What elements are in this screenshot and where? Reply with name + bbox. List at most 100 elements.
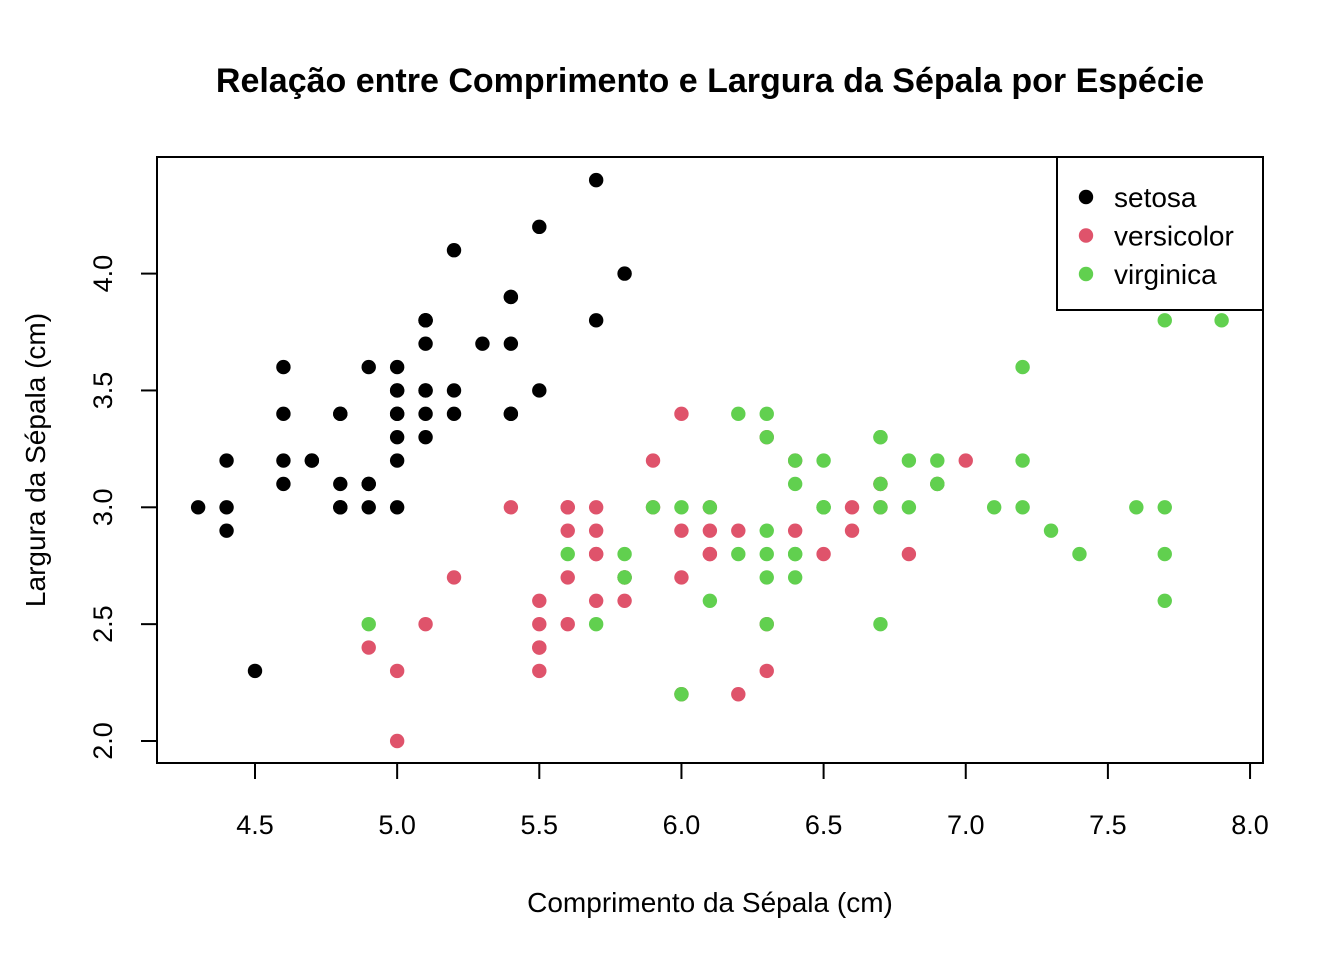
point-virginica (1015, 500, 1030, 515)
point-setosa (418, 313, 433, 328)
point-versicolor (844, 500, 860, 515)
point-virginica (560, 546, 575, 562)
point-versicolor (418, 616, 433, 632)
point-versicolor (674, 406, 689, 422)
point-virginica (1157, 546, 1172, 562)
point-setosa (617, 266, 632, 281)
point-virginica (816, 500, 831, 515)
point-versicolor (759, 663, 774, 679)
point-versicolor (361, 640, 376, 655)
point-setosa (418, 429, 433, 445)
point-versicolor (588, 546, 604, 562)
point-versicolor (389, 663, 405, 679)
point-setosa (276, 476, 291, 492)
legend: setosa versicolor virginica (1056, 156, 1264, 311)
point-virginica (645, 500, 661, 515)
x-tick-label: 7.5 (1089, 810, 1127, 840)
point-versicolor (532, 640, 547, 655)
point-virginica (901, 453, 917, 468)
point-versicolor (901, 546, 917, 562)
point-virginica (702, 593, 718, 608)
point-setosa (276, 359, 291, 375)
point-versicolor (532, 616, 547, 632)
point-setosa (446, 243, 462, 258)
x-tick-label: 5.0 (378, 810, 416, 840)
point-versicolor (702, 523, 718, 538)
x-tick-label: 5.5 (521, 810, 559, 840)
point-setosa (361, 500, 376, 515)
point-versicolor (588, 523, 604, 538)
point-setosa (532, 383, 547, 398)
point-versicolor (958, 453, 973, 468)
legend-label-setosa: setosa (1114, 182, 1197, 213)
point-versicolor (532, 593, 547, 608)
point-setosa (418, 383, 433, 398)
point-virginica (731, 546, 746, 562)
point-virginica (901, 500, 917, 515)
point-setosa (588, 172, 604, 188)
point-setosa (588, 313, 604, 328)
point-virginica (873, 616, 888, 632)
point-versicolor (560, 616, 575, 632)
point-versicolor (787, 523, 803, 538)
point-virginica (674, 687, 689, 702)
point-setosa (304, 453, 320, 468)
x-tick-label: 6.5 (805, 810, 843, 840)
point-virginica (930, 476, 945, 492)
point-setosa (361, 476, 376, 492)
point-virginica (787, 570, 803, 585)
point-setosa (503, 406, 519, 422)
point-setosa (190, 500, 206, 515)
legend-marker-virginica (1078, 266, 1094, 282)
point-setosa (333, 476, 348, 492)
y-tick-label: 2.5 (88, 605, 118, 643)
point-versicolor (588, 500, 604, 515)
chart-title: Relação entre Comprimento e Largura da S… (216, 62, 1204, 100)
point-setosa (389, 406, 405, 422)
point-setosa (333, 406, 348, 422)
point-versicolor (560, 570, 575, 585)
point-virginica (674, 500, 689, 515)
point-virginica (873, 476, 888, 492)
point-virginica (1157, 313, 1172, 328)
point-virginica (787, 476, 803, 492)
point-virginica (787, 453, 803, 468)
point-virginica (787, 546, 803, 562)
x-tick-label: 7.0 (947, 810, 985, 840)
point-setosa (389, 453, 405, 468)
y-axis: 2.0 2.5 3.0 3.5 4.0 (88, 255, 158, 760)
point-virginica (873, 429, 888, 445)
point-versicolor (560, 523, 575, 538)
point-virginica (759, 406, 774, 422)
point-setosa (276, 453, 291, 468)
point-virginica (816, 453, 831, 468)
point-versicolor (844, 523, 860, 538)
point-setosa (503, 336, 519, 351)
point-setosa (361, 359, 376, 375)
point-versicolor (446, 570, 462, 585)
y-tick-label: 4.0 (88, 255, 118, 293)
point-setosa (389, 359, 405, 375)
point-virginica (1214, 313, 1229, 328)
point-virginica (759, 429, 774, 445)
y-axis-title: Largura da Sépala (cm) (20, 313, 51, 607)
point-versicolor (702, 546, 718, 562)
legend-marker-versicolor (1078, 228, 1094, 243)
data-points (190, 172, 1229, 749)
point-virginica (361, 616, 376, 632)
point-virginica (617, 546, 632, 562)
x-axis: 4.5 5.0 5.5 6.0 6.5 7.0 7.5 8.0 (236, 762, 1269, 840)
point-setosa (247, 663, 263, 679)
y-tick-label: 2.0 (88, 722, 118, 760)
point-setosa (418, 336, 433, 351)
point-setosa (219, 500, 234, 515)
point-virginica (930, 453, 945, 468)
point-setosa (389, 383, 405, 398)
point-virginica (1157, 500, 1172, 515)
point-versicolor (645, 453, 661, 468)
point-setosa (475, 336, 490, 351)
point-virginica (759, 546, 774, 562)
point-versicolor (617, 593, 632, 608)
x-tick-label: 6.0 (663, 810, 701, 840)
